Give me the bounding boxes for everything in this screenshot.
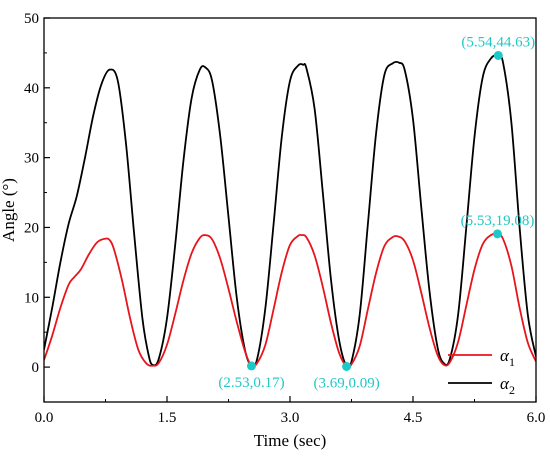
x-axis-title: Time (sec) xyxy=(254,431,327,450)
marker-label: (5.54,44.63) xyxy=(461,34,535,50)
plot-frame xyxy=(43,17,537,403)
ticks-layer: 0.0 1.5 3.0 4.5 6.0 0 10 20 30 40 50 xyxy=(24,11,545,426)
x-tick-label: 3.0 xyxy=(281,410,300,426)
x-tick-label: 0.0 xyxy=(35,410,54,426)
y-tick-label: 30 xyxy=(24,151,39,167)
data-marker xyxy=(342,361,352,371)
x-tick-label: 4.5 xyxy=(404,410,423,426)
marker-label: (2.53,0.17) xyxy=(218,375,284,391)
legend-label-2: α2 xyxy=(500,374,515,397)
marker-label: (3.69,0.09) xyxy=(313,375,379,391)
series-line-1 xyxy=(44,232,536,369)
data-marker xyxy=(246,361,256,371)
plot-lines xyxy=(44,54,536,370)
x-tick-label: 6.0 xyxy=(527,410,546,426)
y-tick-label: 40 xyxy=(24,81,39,97)
marker-label: (5.53,19.08) xyxy=(461,213,535,229)
series-line-2 xyxy=(44,54,536,370)
y-axis-title: Angle (°) xyxy=(0,178,18,242)
y-tick-label: 50 xyxy=(24,11,39,27)
data-marker xyxy=(493,50,503,60)
data-marker xyxy=(492,229,502,239)
y-tick-label: 20 xyxy=(24,220,39,236)
legend-label-1: α1 xyxy=(500,346,515,369)
markers-layer: (5.54,44.63) (5.53,19.08) (2.53,0.17) (3.69… xyxy=(218,34,535,391)
y-tick-label: 0 xyxy=(32,360,40,376)
x-tick-label: 1.5 xyxy=(158,410,177,426)
y-tick-label: 10 xyxy=(24,290,39,306)
